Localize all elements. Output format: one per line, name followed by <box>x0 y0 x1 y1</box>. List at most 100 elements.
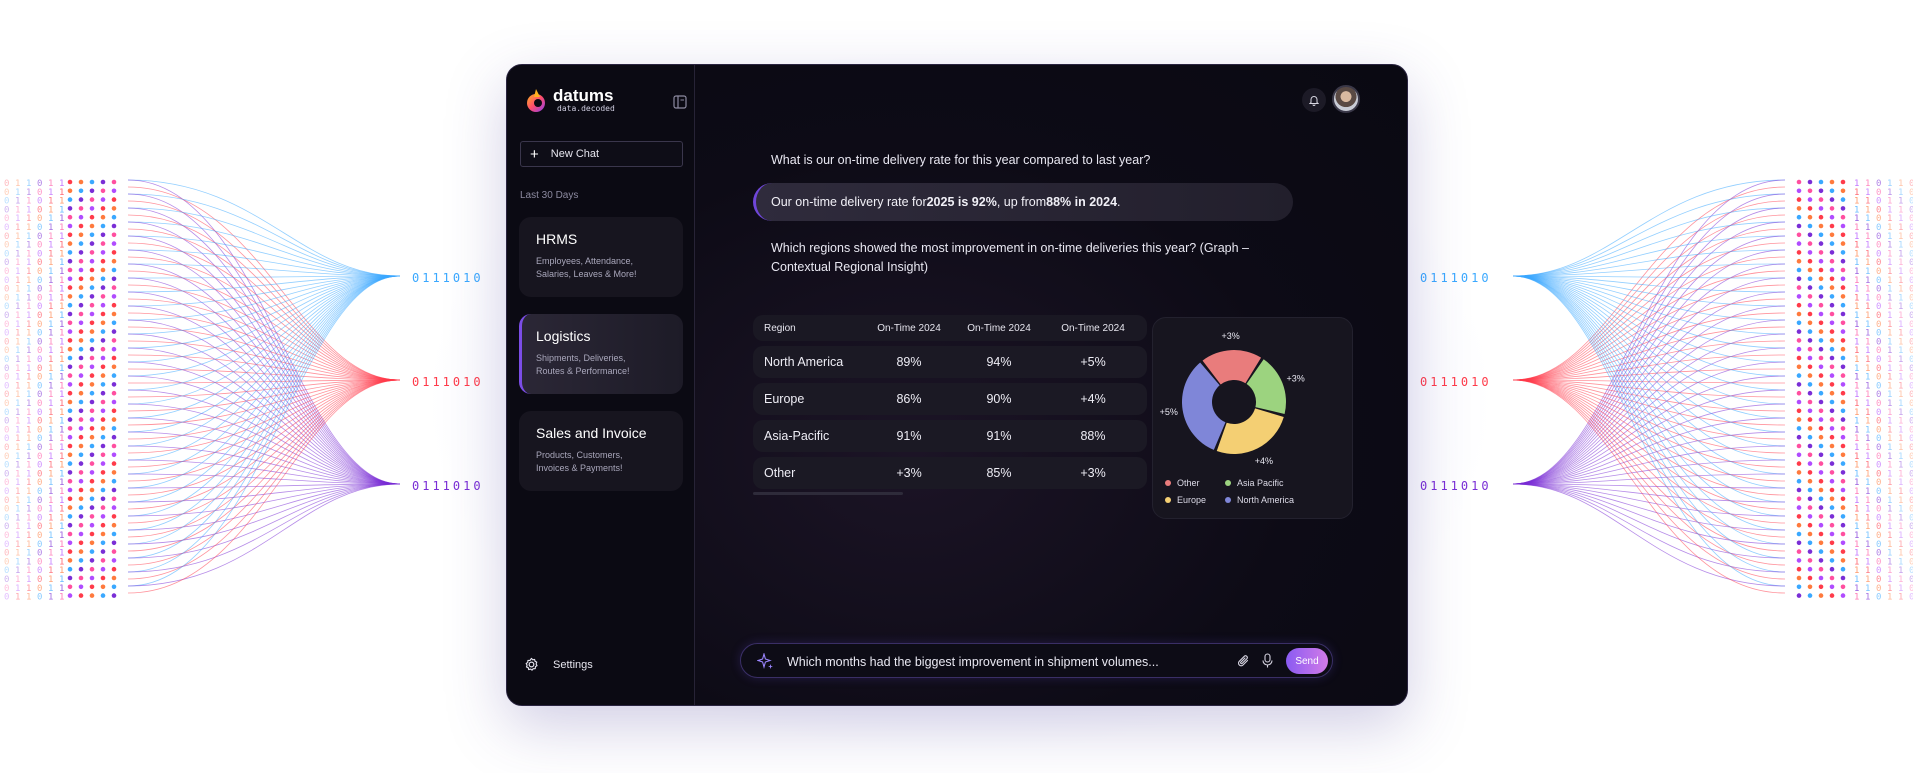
send-button[interactable]: Send <box>1286 648 1328 674</box>
brand-logo[interactable]: datums data.decoded <box>525 87 615 113</box>
binary-digit: 1 <box>26 584 31 594</box>
binary-digit: 1 <box>48 452 53 462</box>
new-chat-button[interactable]: + New Chat <box>520 141 683 167</box>
binary-digit: 0 <box>1909 346 1913 356</box>
binary-digit: 1 <box>48 267 53 277</box>
binary-digit: 0 <box>1909 337 1913 347</box>
stream-line <box>127 270 401 381</box>
data-dot <box>89 514 95 519</box>
data-dot <box>1807 443 1813 449</box>
sidebar-item-sales-invoice[interactable]: Sales and Invoice Products, Customers, I… <box>519 411 683 491</box>
sidebar-item-logistics[interactable]: Logistics Shipments, Deliveries, Routes … <box>519 314 683 394</box>
binary-digit: 0 <box>4 399 9 409</box>
donut-slice-europe[interactable] <box>1216 408 1284 454</box>
data-dot <box>78 434 84 440</box>
binary-digit: 0 <box>1909 461 1913 471</box>
sidebar-toggle-icon[interactable] <box>673 95 687 109</box>
binary-digit: 1 <box>26 346 31 356</box>
binary-digit: 0 <box>4 487 9 497</box>
binary-digit: 1 <box>1887 461 1892 471</box>
data-dot <box>89 390 95 396</box>
data-dot <box>1818 214 1824 220</box>
data-dot <box>111 514 117 519</box>
binary-digit: 0 <box>1909 478 1913 488</box>
binary-digit: 1 <box>1898 241 1903 251</box>
data-dot <box>1818 311 1824 317</box>
stream-line <box>1512 275 1786 321</box>
donut-slice-asia-pacific[interactable] <box>1246 359 1286 415</box>
binary-digit: 1 <box>59 557 64 567</box>
binary-digit: 0 <box>4 179 9 189</box>
paperclip-icon[interactable] <box>1237 654 1251 668</box>
microphone-icon[interactable] <box>1261 653 1274 669</box>
binary-digit: 1 <box>1887 293 1892 303</box>
binary-digit: 1 <box>15 425 20 435</box>
binary-digit: 1 <box>59 452 64 462</box>
binary-digit: 1 <box>1898 197 1903 207</box>
binary-digit: 1 <box>1887 487 1892 497</box>
data-dot <box>1840 364 1846 370</box>
data-dot <box>1829 514 1835 519</box>
data-dot <box>1818 470 1824 475</box>
donut-data-label: +3% <box>1287 373 1305 383</box>
stream-line <box>127 483 401 503</box>
binary-digit: 1 <box>26 549 31 559</box>
stream-line <box>1512 379 1786 496</box>
notifications-button[interactable] <box>1302 88 1326 112</box>
chat-input[interactable]: Which months had the biggest improvement… <box>787 655 1159 669</box>
stream-line <box>127 263 401 485</box>
binary-digit: 1 <box>26 258 31 268</box>
new-chat-label: New Chat <box>550 148 600 160</box>
data-dot <box>1829 549 1835 554</box>
data-dot <box>111 522 117 528</box>
binary-digit: 1 <box>15 276 20 286</box>
binary-digit: 1 <box>26 188 31 198</box>
data-dot <box>67 566 73 572</box>
binary-digit: 0 <box>4 241 9 251</box>
binary-digit: 1 <box>15 496 20 506</box>
sidebar-item-hrms[interactable]: HRMS Employees, Attendance, Salaries, Le… <box>519 217 683 297</box>
settings-label: Settings <box>553 658 593 671</box>
binary-digit: 0 <box>1909 487 1913 497</box>
binary-digit: 1 <box>1887 302 1892 312</box>
binary-digit: 1 <box>1898 355 1903 365</box>
binary-digit: 1 <box>1854 337 1859 347</box>
binary-digit: 1 <box>1854 293 1859 303</box>
binary-digit: 1 <box>48 232 53 242</box>
binary-digit: 1 <box>1887 364 1892 374</box>
data-dot <box>1818 487 1824 493</box>
binary-digit: 1 <box>1898 381 1903 391</box>
data-dot <box>67 223 73 229</box>
settings-button[interactable]: Settings <box>524 657 593 672</box>
binary-digit: 1 <box>59 381 64 391</box>
stream-line <box>127 483 401 559</box>
data-dot <box>89 417 95 422</box>
data-dot <box>1840 320 1846 326</box>
binary-digit: 0 <box>4 311 9 321</box>
stream-line <box>1512 193 1786 277</box>
stream-line <box>1512 277 1786 485</box>
binary-digit: 1 <box>1865 232 1870 242</box>
table-scrollbar[interactable] <box>753 492 903 495</box>
binary-digit: 0 <box>1909 311 1913 321</box>
stream-line <box>1512 379 1786 566</box>
data-dot <box>1807 258 1813 264</box>
binary-digit: 0 <box>37 188 42 198</box>
binary-digit: 0 <box>1909 381 1913 391</box>
data-dot <box>1807 496 1813 502</box>
stream-line <box>1512 275 1786 335</box>
data-dot <box>1840 575 1846 581</box>
user-avatar[interactable] <box>1332 85 1360 113</box>
donut-slice-north-america[interactable] <box>1182 362 1226 450</box>
data-dot <box>1818 355 1824 361</box>
binary-digit: 1 <box>1854 390 1859 400</box>
chat-composer[interactable]: Which months had the biggest improvement… <box>740 643 1333 678</box>
data-dot <box>89 364 95 370</box>
data-dot <box>1807 276 1813 282</box>
binary-digit: 1 <box>48 205 53 215</box>
binary-digit: 1 <box>1898 531 1903 541</box>
column-header: On-Time 2024 <box>877 322 941 334</box>
stream-line <box>1512 275 1786 531</box>
binary-digit: 1 <box>1865 285 1870 295</box>
donut-slice-other[interactable] <box>1202 350 1262 385</box>
